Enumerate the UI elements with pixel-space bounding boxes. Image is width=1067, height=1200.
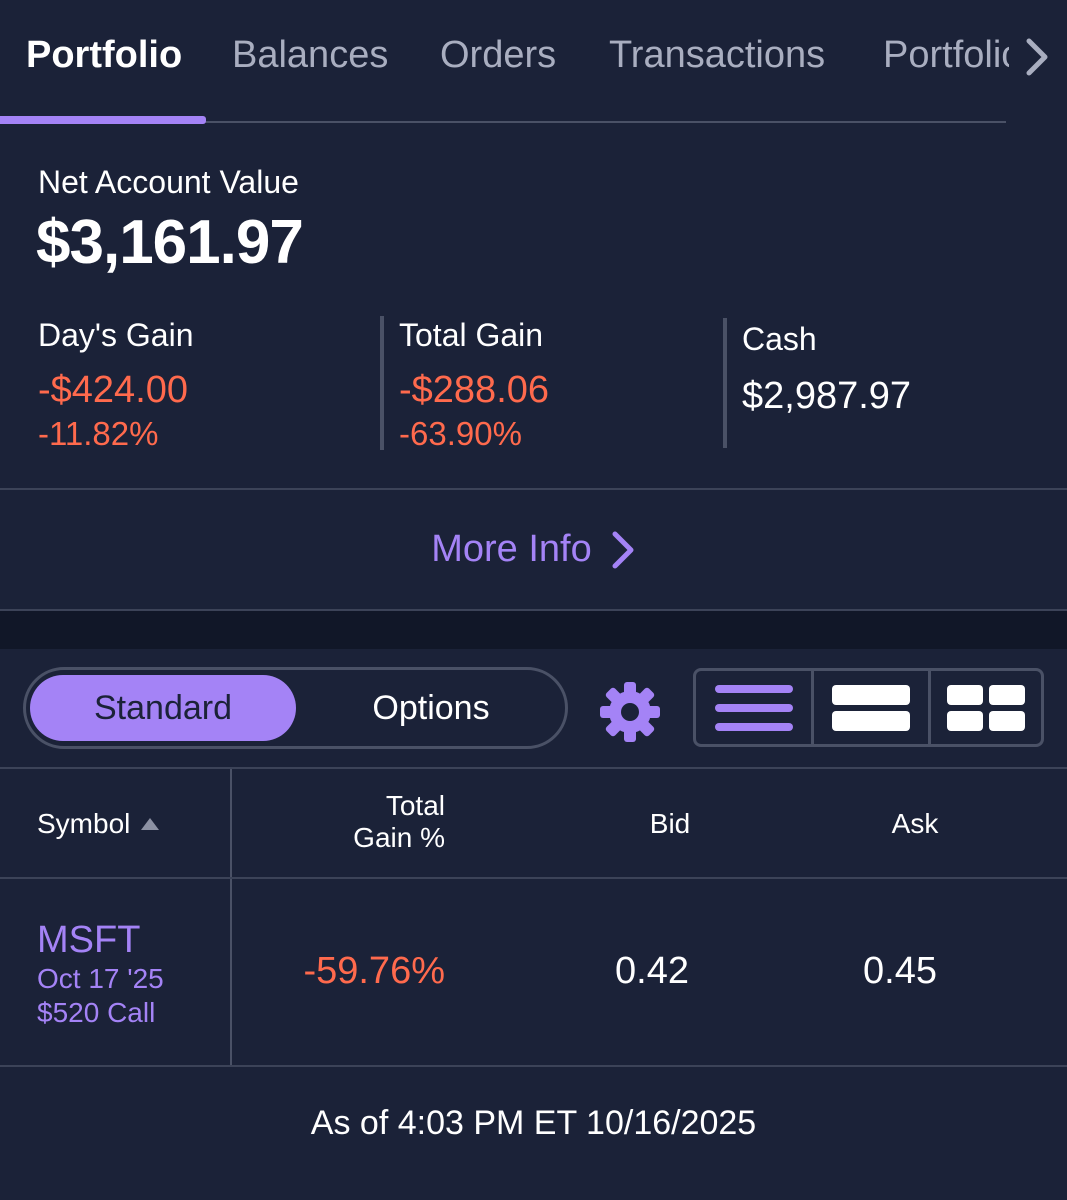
standard-toggle-button[interactable]: Standard bbox=[30, 675, 296, 741]
metric-divider bbox=[380, 316, 384, 450]
table-bottom-divider bbox=[0, 1065, 1067, 1067]
metric-divider bbox=[723, 318, 727, 448]
table-header-divider bbox=[0, 877, 1067, 879]
position-expiry: Oct 17 '25 bbox=[37, 963, 164, 994]
grid-view-icon bbox=[947, 684, 1025, 731]
net-account-value: $3,161.97 bbox=[36, 208, 304, 277]
tab-divider bbox=[0, 121, 1006, 123]
tab-balances[interactable]: Balances bbox=[232, 34, 389, 76]
position-symbol-cell[interactable]: MSFT Oct 17 '25 $520 Call bbox=[37, 918, 164, 1030]
row-view-button[interactable] bbox=[814, 671, 928, 744]
section-divider bbox=[0, 488, 1067, 490]
position-strike: $520 Call bbox=[37, 997, 156, 1028]
view-divider bbox=[811, 671, 814, 744]
sort-ascending-icon bbox=[140, 817, 160, 831]
days-gain-label: Day's Gain bbox=[38, 317, 194, 353]
gear-icon bbox=[600, 682, 660, 742]
cash-amount: $2,987.97 bbox=[742, 375, 912, 417]
total-gain-header-line1: Total bbox=[385, 790, 445, 821]
symbol-header-label: Symbol bbox=[37, 808, 131, 839]
section-divider bbox=[0, 609, 1067, 611]
chevron-right-icon bbox=[1026, 38, 1048, 76]
tab-transactions[interactable]: Transactions bbox=[609, 34, 826, 76]
tab-bar: Portfolio Balances Orders Transactions P… bbox=[0, 0, 1067, 125]
list-view-icon bbox=[714, 684, 793, 731]
total-gain-amount: -$288.06 bbox=[399, 369, 550, 411]
net-account-value-label: Net Account Value bbox=[38, 164, 299, 200]
position-ask: 0.45 bbox=[863, 950, 937, 992]
settings-button[interactable] bbox=[598, 680, 662, 744]
section-separator-band bbox=[0, 611, 1067, 649]
list-view-button[interactable] bbox=[696, 671, 811, 744]
symbol-column-header[interactable]: Symbol bbox=[37, 808, 160, 840]
cash-label: Cash bbox=[742, 321, 817, 357]
total-gain-block: Total Gain -$288.06 -63.90% bbox=[399, 316, 549, 454]
ask-column-header[interactable]: Ask bbox=[891, 808, 939, 839]
symbol-column-divider bbox=[230, 769, 232, 1066]
more-info-label: More Info bbox=[431, 528, 592, 570]
as-of-timestamp: As of 4:03 PM ET 10/16/2025 bbox=[310, 1104, 757, 1142]
bid-column-header[interactable]: Bid bbox=[649, 808, 691, 839]
active-tab-indicator bbox=[0, 116, 206, 124]
cash-block: Cash $2,987.97 bbox=[742, 320, 911, 420]
tab-portfolio[interactable]: Portfolio bbox=[26, 34, 183, 76]
more-info-link[interactable]: More Info bbox=[0, 490, 1067, 609]
view-divider bbox=[928, 671, 931, 744]
total-gain-header-line2: Gain % bbox=[353, 822, 445, 853]
options-toggle-button[interactable]: Options bbox=[372, 688, 490, 727]
tab-portfolio-analysis[interactable]: Portfolio bbox=[883, 34, 1009, 76]
total-gain-label: Total Gain bbox=[399, 317, 544, 353]
days-gain-block: Day's Gain -$424.00 -11.82% bbox=[38, 316, 194, 454]
total-gain-column-header[interactable]: Total Gain % bbox=[300, 790, 445, 854]
total-gain-percent: -63.90% bbox=[399, 415, 522, 452]
position-total-gain-pct: -59.76% bbox=[303, 950, 445, 992]
view-mode-selector bbox=[693, 668, 1044, 747]
tab-orders[interactable]: Orders bbox=[440, 34, 557, 76]
position-type-toggle: Standard Options bbox=[23, 667, 568, 749]
days-gain-percent: -11.82% bbox=[38, 415, 159, 452]
position-symbol: MSFT bbox=[37, 919, 141, 961]
tab-scroll-next-button[interactable] bbox=[1017, 32, 1057, 82]
position-bid: 0.42 bbox=[615, 950, 689, 992]
chevron-right-icon bbox=[610, 530, 636, 570]
table-top-divider bbox=[0, 767, 1067, 769]
row-view-icon bbox=[832, 684, 910, 731]
grid-view-button[interactable] bbox=[931, 671, 1041, 744]
days-gain-amount: -$424.00 bbox=[38, 369, 189, 411]
